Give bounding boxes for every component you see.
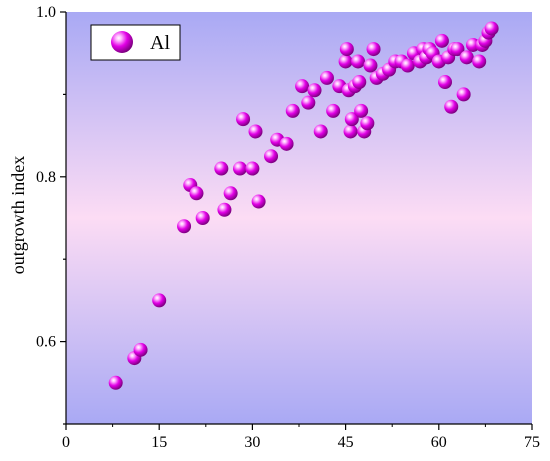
data-point bbox=[232, 161, 247, 176]
data-point bbox=[133, 342, 148, 357]
data-point bbox=[295, 79, 310, 94]
x-tick-label: 15 bbox=[151, 434, 167, 451]
data-point bbox=[450, 42, 465, 57]
data-point bbox=[319, 70, 334, 85]
data-point bbox=[285, 103, 300, 118]
data-point bbox=[223, 186, 238, 201]
data-point bbox=[459, 50, 474, 65]
data-point bbox=[108, 375, 123, 390]
data-point bbox=[195, 211, 210, 225]
data-point bbox=[343, 124, 358, 139]
x-tick-label: 45 bbox=[338, 434, 354, 451]
data-point bbox=[438, 75, 453, 90]
legend-label: Al bbox=[150, 32, 170, 54]
data-point bbox=[338, 54, 353, 69]
data-point bbox=[444, 99, 459, 114]
y-axis-title: outgrowth index bbox=[8, 156, 28, 275]
data-point bbox=[352, 75, 367, 90]
data-point bbox=[217, 202, 232, 217]
data-point bbox=[351, 54, 366, 69]
data-point bbox=[313, 124, 328, 139]
data-point bbox=[360, 116, 375, 131]
data-point bbox=[400, 58, 415, 73]
x-tick-label: 0 bbox=[62, 434, 70, 451]
data-point bbox=[177, 219, 192, 234]
data-point bbox=[301, 95, 316, 110]
data-point bbox=[307, 83, 322, 98]
data-point bbox=[251, 194, 266, 209]
data-point bbox=[456, 87, 471, 102]
tick-labels: 0 15 30 45 60 75 0.6 0.8 1.0 bbox=[36, 4, 540, 451]
y-tick-label: 0.8 bbox=[36, 169, 56, 186]
x-tick-label: 75 bbox=[524, 434, 540, 451]
data-point bbox=[264, 149, 279, 164]
data-point bbox=[214, 161, 229, 176]
x-tick-label: 30 bbox=[244, 434, 260, 451]
data-point bbox=[339, 42, 354, 57]
data-point bbox=[344, 112, 359, 127]
data-points bbox=[108, 21, 499, 390]
y-tick-label: 0.6 bbox=[36, 334, 56, 351]
legend-box bbox=[90, 24, 181, 61]
data-point bbox=[236, 112, 251, 127]
axes bbox=[60, 11, 533, 430]
data-point bbox=[366, 42, 381, 57]
data-point bbox=[152, 293, 167, 308]
data-point bbox=[363, 58, 378, 73]
data-point bbox=[248, 124, 263, 139]
legend-marker bbox=[111, 31, 133, 53]
legend: Al bbox=[90, 24, 181, 61]
y-tick-label: 1.0 bbox=[36, 4, 56, 21]
data-point bbox=[434, 33, 449, 48]
data-point bbox=[354, 103, 369, 118]
data-point bbox=[245, 161, 260, 176]
data-point bbox=[472, 54, 487, 69]
data-point bbox=[279, 136, 294, 151]
data-point bbox=[484, 21, 499, 36]
data-point bbox=[189, 186, 204, 201]
data-point bbox=[326, 103, 341, 118]
x-tick-label: 60 bbox=[431, 434, 447, 451]
